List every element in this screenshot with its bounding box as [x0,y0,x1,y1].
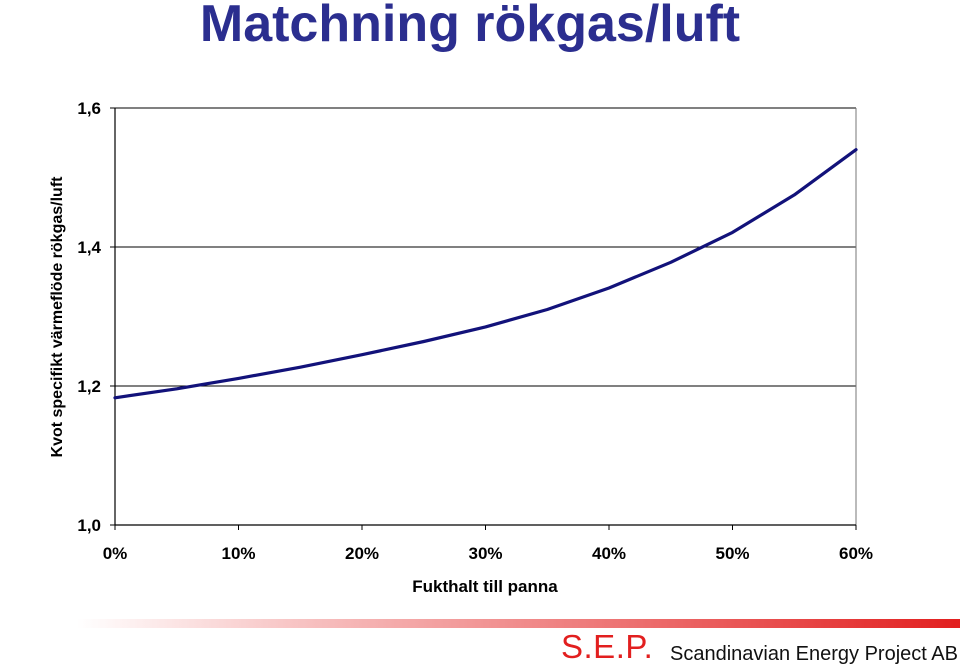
axes [114,108,857,526]
y-axis-label: Kvot specifikt värmeflöde rökgas/luft [49,176,66,458]
company-name: Scandinavian Energy Project AB [670,643,958,665]
series [113,148,858,400]
x-tick-label: 40% [592,544,626,563]
y-tick-label: 1,0 [77,516,101,535]
x-axis-label: Fukthalt till panna [412,577,558,596]
ticks: 1,0 1,2 1,4 1,6 0% 10% 20% 30% 40% 50% 60% [77,99,873,563]
x-tick-label: 60% [839,544,873,563]
gridlines [115,107,856,387]
line-chart: 1,0 1,2 1,4 1,6 0% 10% 20% 30% 40% 50% 60% Fukthal… [49,99,873,596]
y-tick-label: 1,2 [77,377,101,396]
company-logo: S.E.P. [561,628,654,665]
x-tick-label: 10% [221,544,255,563]
x-tick-label: 20% [345,544,379,563]
x-tick-label: 50% [715,544,749,563]
slide-title: Matchning rökgas/luft [199,0,741,53]
footer-gradient-bar [0,619,960,628]
series-line [113,148,858,400]
x-tick-label: 30% [468,544,502,563]
y-tick-label: 1,6 [77,99,101,118]
x-tick-label: 0% [103,544,128,563]
y-tick-label: 1,4 [77,238,101,257]
